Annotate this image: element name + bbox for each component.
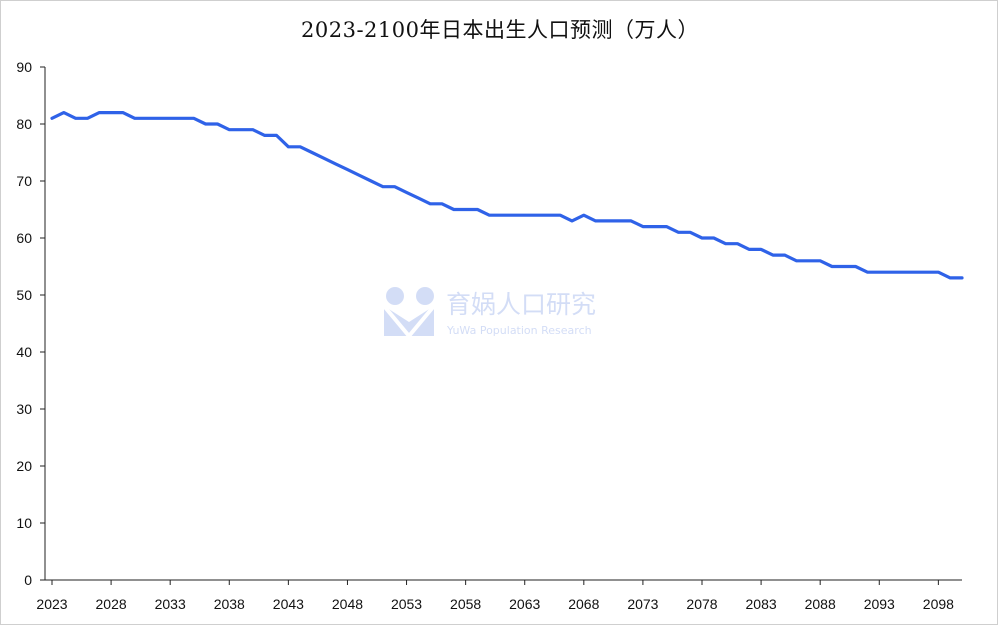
- y-tick-label: 30: [16, 401, 32, 417]
- chart-title: 2023-2100年日本出生人口预测（万人）: [301, 18, 699, 42]
- x-tick-label: 2093: [864, 596, 895, 612]
- watermark-logo-icon: [382, 287, 436, 340]
- x-tick-label: 2098: [923, 596, 954, 612]
- series-layer: [50, 110, 964, 280]
- x-tick-label: 2053: [391, 596, 422, 612]
- watermark-subtext: YuWa Population Research: [446, 324, 592, 337]
- x-tick-label: 2033: [155, 596, 186, 612]
- watermark-text: 育娲人口研究: [446, 290, 596, 319]
- x-tick-label: 2028: [96, 596, 127, 612]
- x-tick-label: 2048: [332, 596, 363, 612]
- x-tick-label: 2043: [273, 596, 304, 612]
- y-tick-label: 80: [16, 116, 32, 132]
- y-tick-label: 0: [24, 572, 32, 588]
- y-tick-label: 70: [16, 173, 32, 189]
- series-line: [50, 110, 964, 280]
- x-tick-label: 2073: [627, 596, 658, 612]
- y-tick-label: 50: [16, 287, 32, 303]
- y-tick-label: 40: [16, 344, 32, 360]
- x-tick-label: 2058: [450, 596, 481, 612]
- x-tick-label: 2063: [509, 596, 540, 612]
- x-tick-label: 2038: [214, 596, 245, 612]
- watermark: 育娲人口研究 YuWa Population Research: [382, 287, 596, 340]
- x-axis-ticks: 2023 2028 2033 2038 2043 2048 2053 2058 2063 2068…: [36, 580, 954, 612]
- y-tick-label: 20: [16, 458, 32, 474]
- y-tick-label: 10: [16, 515, 32, 531]
- axes: [44, 67, 962, 581]
- y-tick-label: 60: [16, 230, 32, 246]
- y-tick-label: 90: [16, 59, 32, 75]
- x-tick-label: 2023: [36, 596, 67, 612]
- x-tick-label: 2088: [805, 596, 836, 612]
- x-tick-label: 2068: [568, 596, 599, 612]
- y-axis-ticks: 0 10 20 30 40 50 60 70 80 90: [16, 59, 45, 588]
- x-tick-label: 2083: [746, 596, 777, 612]
- x-tick-label: 2078: [686, 596, 717, 612]
